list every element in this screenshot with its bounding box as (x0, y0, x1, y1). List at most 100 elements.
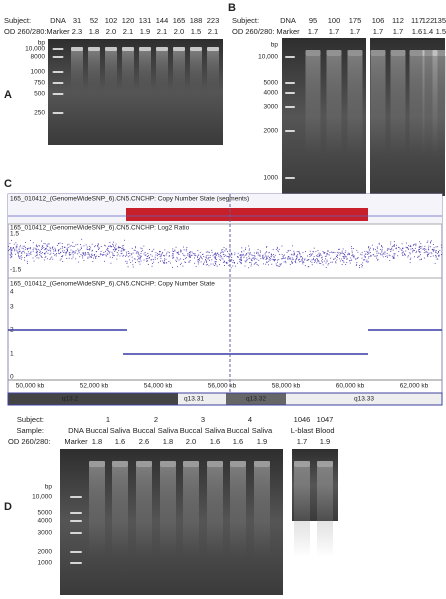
point (381, 251, 383, 253)
point (405, 250, 407, 252)
point (151, 259, 153, 261)
point (311, 253, 313, 255)
gel-band (254, 461, 270, 467)
point (438, 252, 439, 253)
point (129, 259, 131, 261)
lane-label: DNA (50, 16, 66, 25)
point (127, 266, 129, 268)
gel-band (285, 56, 295, 58)
point (163, 261, 165, 263)
point (50, 252, 52, 254)
point (147, 253, 149, 254)
point (274, 254, 276, 256)
point (428, 247, 429, 249)
point (217, 252, 219, 254)
point (267, 255, 269, 257)
point (33, 260, 35, 262)
gel-smear (326, 56, 342, 156)
point (206, 255, 208, 257)
point (62, 250, 63, 252)
point (114, 249, 116, 251)
point (237, 256, 239, 257)
point (251, 263, 252, 265)
point (425, 249, 427, 250)
point (380, 254, 382, 256)
point (361, 257, 363, 259)
lane-label: 165 (173, 16, 186, 25)
point (287, 250, 289, 252)
point (21, 247, 23, 249)
point (77, 248, 79, 250)
point (153, 261, 155, 263)
point (220, 252, 221, 254)
point (189, 261, 191, 263)
point (62, 256, 63, 258)
point (140, 247, 142, 249)
point (72, 241, 74, 243)
point (214, 253, 216, 255)
point (431, 248, 433, 250)
point (30, 253, 32, 255)
point (180, 251, 181, 253)
gel-band (183, 461, 199, 467)
point (180, 264, 181, 266)
point (325, 267, 327, 268)
point (376, 250, 378, 252)
point (367, 261, 369, 263)
lane-label: 52 (90, 16, 98, 25)
point (364, 259, 366, 261)
ladder-size: 4000 (264, 90, 279, 97)
point (419, 246, 421, 247)
point (276, 246, 278, 248)
point (197, 257, 199, 258)
point (234, 252, 236, 254)
point (174, 249, 176, 251)
point (150, 254, 152, 256)
point (164, 258, 165, 260)
point (249, 252, 251, 253)
point (350, 260, 352, 261)
point (259, 254, 261, 256)
point (140, 255, 142, 257)
point (203, 256, 205, 257)
point (253, 257, 254, 259)
point (46, 244, 48, 246)
point (58, 253, 60, 255)
point (273, 258, 274, 260)
point (394, 253, 396, 255)
point (315, 260, 316, 262)
point (285, 260, 286, 262)
point (219, 256, 221, 258)
point (254, 262, 256, 264)
point (197, 261, 199, 263)
gel-band (409, 50, 425, 56)
point (271, 263, 273, 265)
point (321, 257, 322, 259)
point (243, 257, 245, 259)
point (390, 249, 391, 251)
y-tick-label: 1 (10, 351, 14, 358)
point (430, 242, 431, 244)
point (62, 261, 64, 262)
gel-smear (156, 51, 168, 91)
point (332, 252, 334, 254)
point (307, 255, 308, 257)
point (52, 247, 53, 248)
point (78, 250, 80, 252)
point (292, 258, 294, 260)
od-value: 1.7 (393, 27, 403, 36)
point (46, 258, 48, 260)
point (230, 252, 232, 254)
od-value: 1.9 (140, 27, 150, 36)
point (299, 253, 301, 254)
point (58, 252, 60, 254)
point (211, 249, 213, 251)
point (21, 252, 23, 253)
point (206, 261, 207, 263)
gel-band (285, 92, 295, 94)
point (237, 256, 239, 258)
point (245, 254, 247, 256)
point (104, 260, 105, 262)
point (328, 254, 330, 256)
gel-band (139, 47, 151, 51)
